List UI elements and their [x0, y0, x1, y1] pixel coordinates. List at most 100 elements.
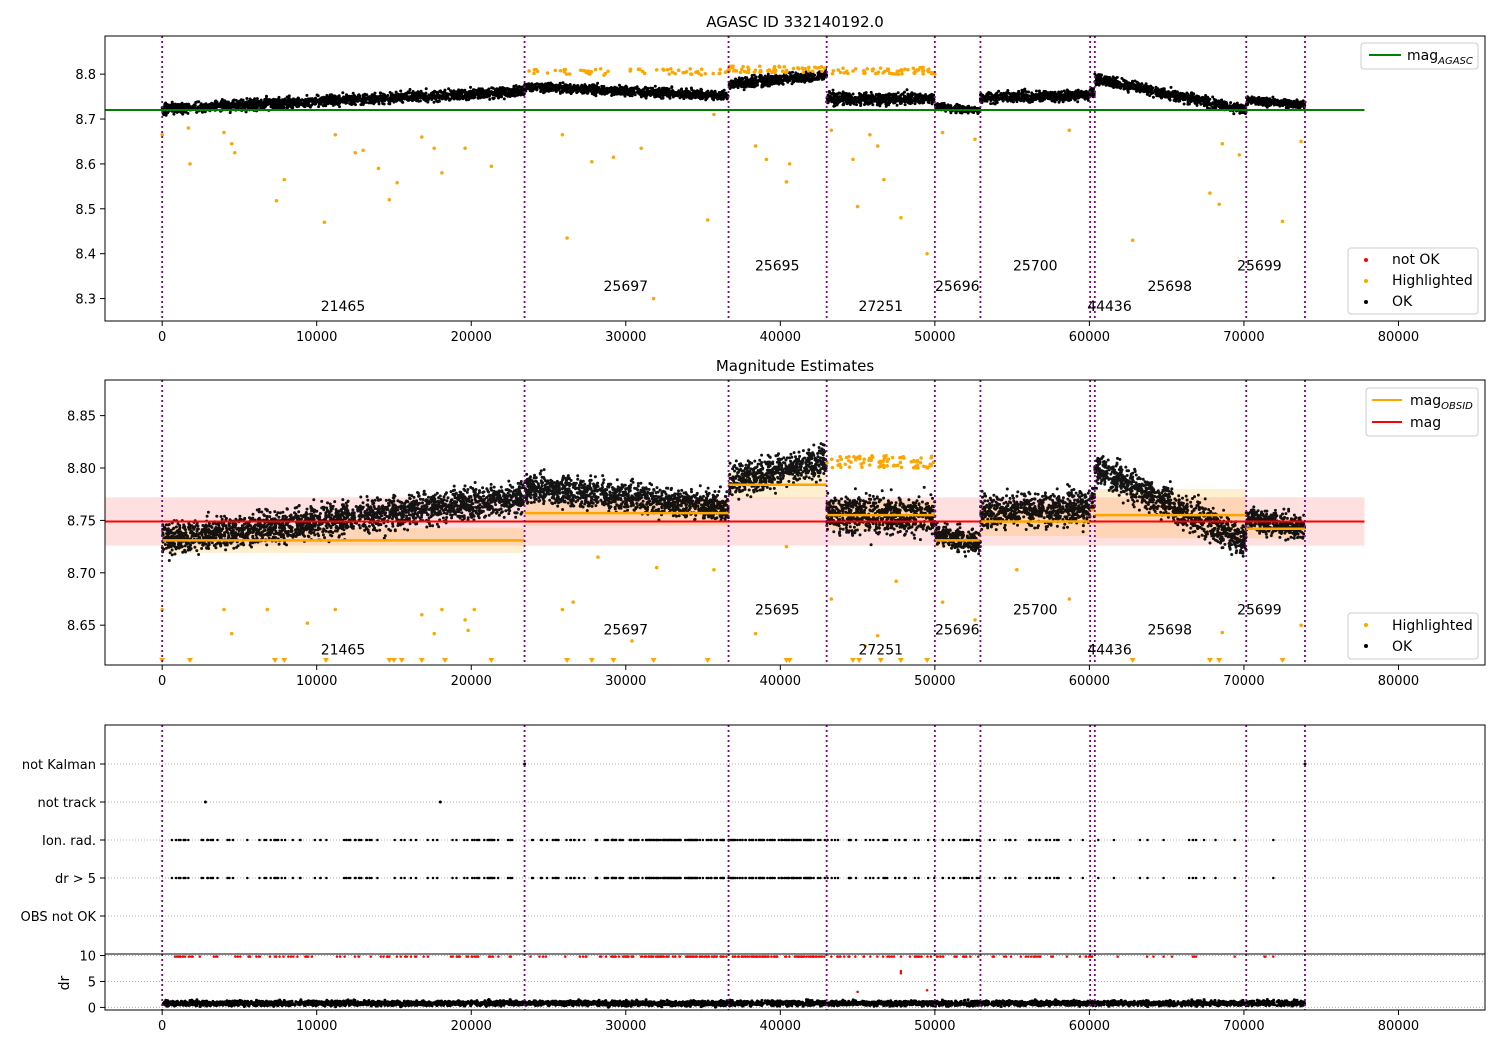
y-tick-label: 8.75 [67, 514, 96, 529]
obsid-label: 25695 [755, 603, 800, 619]
x-tick-label: 20000 [451, 1019, 492, 1034]
panel1-plot-area [105, 36, 1365, 321]
floor-marker [924, 658, 931, 663]
magnitude-estimates-panel: Magnitude Estimates 0 10000 20000 30000 4000… [67, 357, 1486, 689]
x-tick-label: 10000 [296, 1019, 337, 1034]
legend-box [1347, 247, 1479, 315]
legend-label-mag-obsid-sub: OBSID [1441, 401, 1473, 412]
category-label: not Kalman [22, 758, 96, 773]
legend-box [1347, 612, 1479, 660]
legend-swatch-highlighted [1364, 279, 1368, 283]
y-tick-label: 8.5 [75, 203, 96, 218]
x-tick-label: 60000 [1069, 1019, 1110, 1034]
obsid-label: 25700 [1013, 603, 1058, 619]
floor-marker [441, 658, 448, 663]
y-tick-label: 8.4 [75, 248, 96, 263]
panel1-title: AGASC ID 332140192.0 [706, 13, 884, 31]
obsid-label: 25699 [1237, 259, 1282, 275]
y-tick-label: 8.65 [67, 619, 96, 634]
y-tick-label: 8.85 [67, 410, 96, 425]
legend-label-ok: OK [1392, 294, 1413, 310]
floor-marker [786, 658, 793, 663]
x-tick-label: 10000 [296, 674, 337, 689]
obsid-label: 25696 [935, 279, 980, 295]
panel4-plot-area [105, 954, 1485, 1010]
panel2-title: Magnitude Estimates [716, 357, 874, 375]
floor-marker [588, 658, 595, 663]
highlighted-points [160, 454, 1303, 648]
legend-label-mag-agasc-sub: AGASC [1437, 56, 1473, 67]
panel1-axes: 0 10000 20000 30000 40000 50000 60000 70000 8000… [75, 68, 1419, 345]
floor-marker [650, 658, 657, 663]
panel3-axes: not Kalman not track Ion. rad. dr > 5 OBS no… [21, 758, 105, 925]
legend-swatch-highlighted [1364, 623, 1368, 627]
floor-marker [564, 658, 571, 663]
obsid-label: 25699 [1237, 603, 1282, 619]
y-tick-label: 8.70 [67, 567, 96, 582]
x-tick-label: 40000 [760, 1019, 801, 1034]
y-tick-label: 8.8 [75, 68, 96, 83]
obsid-label: 27251 [858, 299, 903, 315]
floor-marker [1129, 658, 1136, 663]
floor-marker [897, 658, 904, 663]
dr-not-ok-points [173, 955, 1275, 994]
flag-points [170, 838, 1275, 880]
panel4-frame [104, 953, 1486, 1011]
obsid-label: 44436 [1087, 643, 1132, 659]
obsid-label: 21465 [321, 299, 366, 315]
flags-panel: not Kalman not track Ion. rad. dr > 5 OBS no… [21, 724, 1486, 955]
floor-marker [488, 658, 495, 663]
y-tick-label: 8.3 [75, 293, 96, 308]
obsid-label: 25695 [755, 259, 800, 275]
x-tick-label: 20000 [451, 674, 492, 689]
dr-ok-points [161, 998, 1307, 1009]
x-tick-label: 50000 [914, 674, 955, 689]
floor-marker [186, 658, 193, 663]
obsid-label: 44436 [1087, 299, 1132, 315]
x-tick-label: 40000 [760, 330, 801, 345]
x-tick-label: 80000 [1378, 330, 1419, 345]
x-tick-label: 50000 [914, 1019, 955, 1034]
x-tick-label: 50000 [914, 330, 955, 345]
panel3-plot-area [105, 725, 1485, 954]
floor-marker [849, 658, 856, 663]
x-tick-label: 40000 [760, 674, 801, 689]
panel2-axes: 0 10000 20000 30000 40000 50000 60000 70000 8000… [67, 410, 1419, 689]
legend-label-highlighted: Highlighted [1392, 618, 1473, 634]
obsid-label: 25698 [1147, 279, 1192, 295]
floor-marker [704, 658, 711, 663]
x-tick-label: 70000 [1223, 674, 1264, 689]
obsid-label: 25697 [604, 623, 649, 639]
legend-box [1360, 42, 1479, 70]
x-tick-label: 10000 [296, 330, 337, 345]
obsid-label: 21465 [321, 643, 366, 659]
x-tick-label: 30000 [605, 674, 646, 689]
floor-marker [610, 658, 617, 663]
floor-marker [398, 658, 405, 663]
panel2-legend-upper: magOBSID mag [1365, 387, 1479, 437]
obsid-label: 25696 [935, 623, 980, 639]
floor-marker [386, 658, 393, 663]
dr-panel: 0 10000 20000 30000 40000 50000 60000 70000 8000… [57, 950, 1486, 1034]
x-tick-label: 80000 [1378, 674, 1419, 689]
legend-label-mag-obsid-main: mag [1410, 393, 1441, 409]
x-tick-label: 60000 [1069, 330, 1110, 345]
category-label: OBS not OK [21, 910, 97, 925]
floor-marker [877, 658, 884, 663]
panel2-plot-area [105, 380, 1365, 665]
legend-label-mag-obsid: magOBSID [1410, 393, 1473, 412]
highlighted-points [160, 64, 1303, 301]
legend-label-highlighted: Highlighted [1392, 273, 1473, 289]
floor-marker [856, 658, 863, 663]
legend-label-mag-agasc: magAGASC [1407, 48, 1473, 67]
floor-marker [322, 658, 329, 663]
category-label: not track [37, 796, 96, 811]
y-tick-label: 8.7 [75, 113, 96, 128]
y-tick-label: 0 [88, 1001, 96, 1016]
legend-swatch-ok [1364, 300, 1368, 304]
floor-marker [271, 658, 278, 663]
legend-label-ok: OK [1392, 639, 1413, 655]
ok-points [160, 67, 1307, 117]
x-tick-label: 60000 [1069, 674, 1110, 689]
